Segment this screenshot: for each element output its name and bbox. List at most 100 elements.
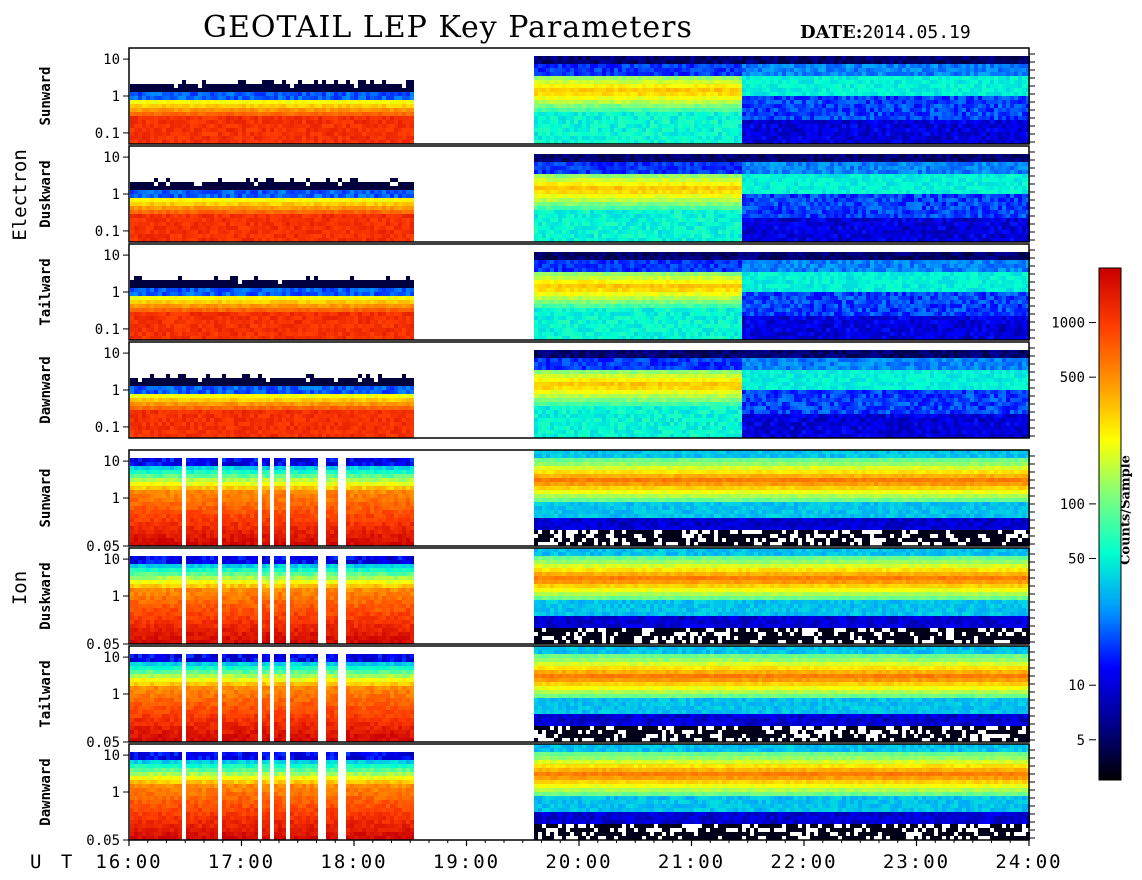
spectrogram-cell <box>598 96 602 100</box>
spectrogram-cell <box>786 108 790 112</box>
spectrogram-cell <box>218 108 222 112</box>
spectrogram-cell <box>254 214 258 218</box>
spectrogram-cell <box>938 68 942 72</box>
spectrogram-cell <box>386 238 390 242</box>
spectrogram-cell <box>866 56 870 60</box>
spectrogram-cell <box>1006 88 1010 92</box>
spectrogram-cell <box>790 132 794 136</box>
spectrogram-cell <box>630 92 634 96</box>
spectrogram-cell <box>738 76 742 80</box>
spectrogram-cell <box>246 190 250 194</box>
spectrogram-cell <box>1014 124 1018 128</box>
spectrogram-cell <box>334 88 338 92</box>
spectrogram-cell <box>838 132 842 136</box>
spectrogram-cell <box>658 108 662 112</box>
spectrogram-cell <box>306 186 310 190</box>
spectrogram-cell <box>958 128 962 132</box>
spectrogram-cell <box>210 190 214 194</box>
spectrogram-cell <box>202 120 206 124</box>
spectrogram-cell <box>554 116 558 120</box>
spectrogram-cell <box>154 112 158 116</box>
spectrogram-cell <box>642 84 646 88</box>
spectrogram-cell <box>806 136 810 140</box>
spectrogram-cell <box>322 230 326 234</box>
spectrogram-cell <box>930 100 934 104</box>
spectrogram-cell <box>602 80 606 84</box>
spectrogram-cell <box>778 120 782 124</box>
spectrogram-cell <box>194 124 198 128</box>
spectrogram-cell <box>150 198 154 202</box>
spectrogram-cell <box>182 104 186 108</box>
spectrogram-cell <box>390 194 394 198</box>
spectrogram-cell <box>622 76 626 80</box>
spectrogram-cell <box>270 96 274 100</box>
spectrogram-cell <box>326 190 330 194</box>
spectrogram-cell <box>270 238 274 242</box>
spectrogram-cell <box>990 64 994 68</box>
spectrogram-cell <box>926 128 930 132</box>
spectrogram-cell <box>802 68 806 72</box>
spectrogram-cell <box>1022 104 1026 108</box>
spectrogram-cell <box>626 124 630 128</box>
spectrogram-cell <box>722 100 726 104</box>
spectrogram-cell <box>930 60 934 64</box>
spectrogram-cell <box>734 136 738 140</box>
spectrogram-cell <box>666 88 670 92</box>
spectrogram-cell <box>1026 140 1030 144</box>
spectrogram-cell <box>798 84 802 88</box>
spectrogram-cell <box>330 198 334 202</box>
spectrogram-cell <box>294 100 298 104</box>
spectrogram-cell <box>354 238 358 242</box>
spectrogram-cell <box>726 128 730 132</box>
spectrogram-cell <box>570 136 574 140</box>
spectrogram-cell <box>142 202 146 206</box>
spectrogram-cell <box>394 120 398 124</box>
spectrogram-cell <box>358 124 362 128</box>
spectrogram-cell <box>922 88 926 92</box>
spectrogram-cell <box>382 120 386 124</box>
spectrogram-cell <box>830 104 834 108</box>
spectrogram-cell <box>918 104 922 108</box>
spectrogram-cell <box>702 56 706 60</box>
spectrogram-cell <box>630 96 634 100</box>
spectrogram-cell <box>314 124 318 128</box>
spectrogram-cell <box>234 218 238 222</box>
spectrogram-cell <box>606 132 610 136</box>
spectrogram-cell <box>906 76 910 80</box>
spectrogram-cell <box>1014 56 1018 60</box>
spectrogram-cell <box>738 100 742 104</box>
spectrogram-cell <box>218 206 222 210</box>
spectrogram-cell <box>186 190 190 194</box>
spectrogram-cell <box>238 88 242 92</box>
spectrogram-cell <box>586 68 590 72</box>
spectrogram-cell <box>1006 136 1010 140</box>
spectrogram-cell <box>1006 96 1010 100</box>
spectrogram-cell <box>882 112 886 116</box>
spectrogram-cell <box>590 92 594 96</box>
spectrogram-cell <box>222 124 226 128</box>
spectrogram-cell <box>198 214 202 218</box>
spectrogram-cell <box>378 210 382 214</box>
spectrogram-cell <box>230 96 234 100</box>
spectrogram-cell <box>1002 140 1006 144</box>
spectrogram-cell <box>310 198 314 202</box>
spectrogram-cell <box>202 210 206 214</box>
spectrogram-cell <box>890 116 894 120</box>
spectrogram-cell <box>750 132 754 136</box>
spectrogram-cell <box>1014 68 1018 72</box>
spectrogram-cell <box>354 226 358 230</box>
spectrogram-cell <box>654 92 658 96</box>
spectrogram-cell <box>230 112 234 116</box>
spectrogram-cell <box>190 128 194 132</box>
spectrogram-cell <box>170 132 174 136</box>
spectrogram-cell <box>410 202 414 206</box>
spectrogram-cell <box>782 140 786 144</box>
spectrogram-cell <box>194 120 198 124</box>
spectrogram-cell <box>562 64 566 68</box>
spectrogram-cell <box>826 108 830 112</box>
spectrogram-cell <box>790 100 794 104</box>
spectrogram-cell <box>386 198 390 202</box>
spectrogram-cell <box>302 112 306 116</box>
spectrogram-cell <box>742 128 746 132</box>
spectrogram-cell <box>718 136 722 140</box>
